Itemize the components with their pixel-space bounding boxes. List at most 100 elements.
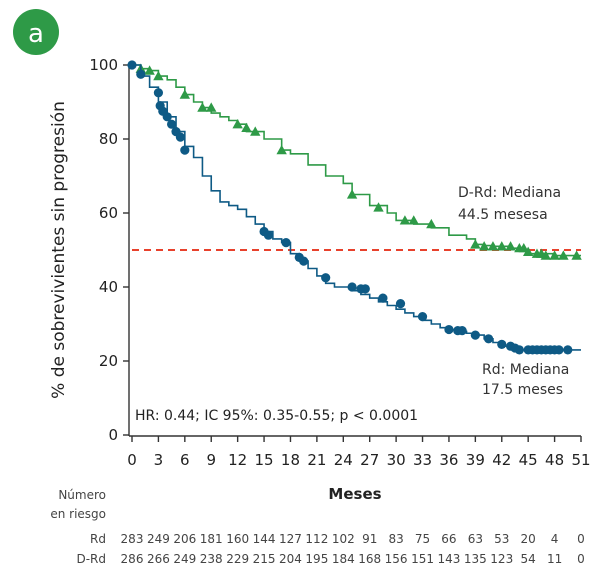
censor-point-d-rd (540, 250, 551, 260)
risk-value: 249 (147, 532, 170, 546)
risk-value: 127 (279, 532, 302, 546)
censor-point-d-rd (346, 189, 358, 199)
x-tick-label: 24 (334, 451, 353, 469)
x-tick-label: 9 (206, 451, 216, 469)
risk-value: 123 (490, 552, 513, 566)
y-tick-label: 0 (108, 426, 118, 444)
x-tick-label: 39 (466, 451, 485, 469)
x-tick-label: 42 (492, 451, 511, 469)
risk-value: 144 (253, 532, 276, 546)
risk-value: 184 (332, 552, 355, 566)
rd-median-value: 17.5 meses (482, 382, 563, 398)
x-tick-label: 3 (154, 451, 164, 469)
censor-point-rd (162, 112, 172, 122)
risk-value: 83 (388, 532, 403, 546)
risk-value: 66 (441, 532, 456, 546)
censor-point-d-rd (206, 102, 217, 112)
risk-value: 63 (468, 532, 483, 546)
panel-badge (13, 9, 59, 55)
censor-point-d-rd (470, 239, 481, 249)
y-tick-label: 20 (99, 352, 118, 370)
censor-point-rd (180, 145, 190, 155)
censor-point-rd (299, 256, 309, 266)
risk-value: 215 (253, 552, 276, 566)
censor-point-rd (563, 345, 573, 355)
risk-value: 20 (521, 532, 536, 546)
risk-value: 53 (494, 532, 509, 546)
risk-table-header-1: Número (58, 488, 106, 502)
risk-value: 195 (305, 552, 328, 566)
y-tick-label: 40 (99, 278, 118, 296)
censor-point-d-rd (426, 218, 437, 229)
risk-table-values: 283 249 206 181 160 144 127 112 102 91 83 75 66 63 53 2… (121, 532, 585, 566)
censor-point-rd (321, 273, 331, 283)
panel-label: a (28, 19, 44, 49)
censor-point-d-rd (487, 241, 499, 251)
censor-point-rd (136, 69, 146, 79)
risk-value: 4 (551, 532, 559, 546)
censor-point-rd (395, 299, 406, 309)
risk-table-header-2: en riesgo (50, 507, 106, 521)
x-tick-label: 33 (413, 451, 432, 469)
x-tick-label: 0 (127, 451, 137, 469)
censor-point-rd (554, 345, 564, 355)
censor-point-rd (360, 284, 370, 294)
x-tick-label: 36 (439, 451, 458, 469)
x-tick-label: 45 (519, 451, 538, 469)
risk-value: 0 (577, 532, 585, 546)
censor-point-d-rd (571, 250, 582, 260)
risk-value: 135 (464, 552, 487, 566)
censor-point-d-rd (496, 241, 507, 251)
risk-value: 266 (147, 552, 170, 566)
censor-point-rd (470, 330, 480, 340)
risk-value: 249 (173, 552, 196, 566)
risk-value: 91 (362, 532, 377, 546)
risk-value: 283 (121, 532, 144, 546)
censor-point-d-rd (197, 102, 208, 112)
risk-row-label-rd: Rd (90, 532, 106, 546)
x-tick-label: 21 (307, 451, 326, 469)
risk-value: 75 (415, 532, 430, 546)
risk-value: 11 (547, 552, 562, 566)
censor-point-d-rd (232, 119, 243, 129)
hazard-ratio-stats: HR: 0.44; IC 95%: 0.35-0.55; p < 0.0001 (135, 408, 418, 424)
censor-point-rd (281, 238, 291, 248)
y-tick-label: 60 (99, 204, 118, 222)
risk-value: 143 (437, 552, 460, 566)
censor-point-rd (457, 326, 467, 336)
risk-value: 229 (226, 552, 249, 566)
censor-point-d-rd (408, 215, 419, 225)
y-axis-label: % de sobrevivientes sin progresión (49, 101, 69, 399)
censor-point-rd (514, 345, 524, 355)
y-tick-label: 80 (99, 130, 118, 148)
x-axis-label: Meses (328, 485, 381, 503)
risk-value: 206 (173, 532, 196, 546)
rd-median-label: Rd: Mediana (482, 362, 569, 378)
x-tick-label: 48 (545, 451, 564, 469)
risk-value: 160 (226, 532, 249, 546)
censor-point-d-rd (558, 250, 569, 260)
censor-point-rd (497, 339, 507, 349)
censor-point-rd (444, 324, 454, 335)
drd-median-value: 44.5 mesesa (458, 207, 548, 223)
x-tick-label: 18 (281, 451, 300, 469)
censor-point-d-rd (241, 122, 252, 133)
risk-row-label-drd: D-Rd (76, 552, 106, 566)
censor-point-d-rd (505, 241, 516, 251)
censor-point-rd (127, 60, 137, 70)
censor-point-rd (175, 132, 186, 142)
censor-point-d-rd (179, 89, 191, 99)
x-tick-label: 30 (387, 451, 406, 469)
risk-value: 151 (411, 552, 434, 566)
x-tick-label: 15 (255, 451, 274, 469)
censor-point-rd (347, 282, 357, 292)
censor-point-d-rd (144, 65, 155, 75)
x-tick-label: 6 (180, 451, 190, 469)
risk-value: 102 (332, 532, 355, 546)
risk-value: 204 (279, 552, 302, 566)
risk-value: 238 (200, 552, 223, 566)
censor-point-d-rd (549, 250, 560, 260)
risk-value: 0 (577, 552, 585, 566)
risk-value: 168 (358, 552, 381, 566)
